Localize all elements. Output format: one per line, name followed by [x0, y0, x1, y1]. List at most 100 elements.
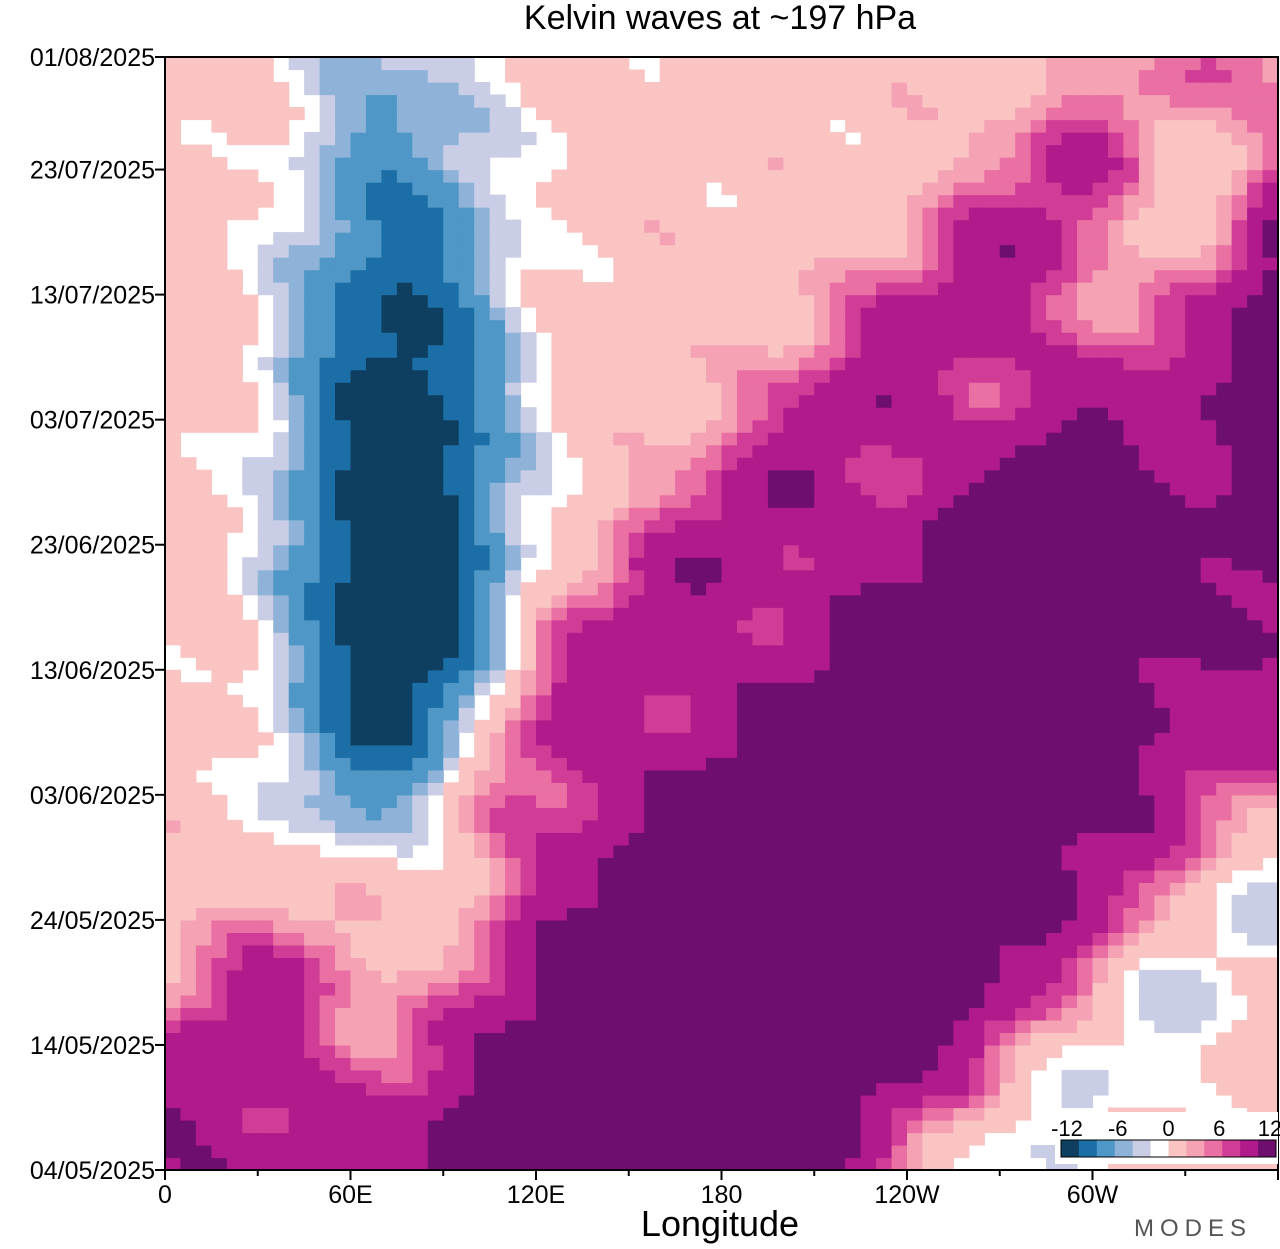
field-cell — [829, 457, 846, 471]
field-cell — [845, 394, 862, 408]
field-cell — [242, 1019, 259, 1034]
field-cell — [427, 407, 444, 421]
field-cell — [381, 294, 398, 308]
field-cell — [1138, 807, 1155, 821]
field-cell — [489, 432, 506, 446]
field-cell — [984, 457, 1001, 471]
field-cell — [520, 1107, 537, 1121]
field-cell — [566, 807, 583, 821]
field-cell — [1154, 732, 1171, 746]
field-cell — [1262, 794, 1278, 808]
field-cell — [427, 882, 444, 896]
field-cell — [659, 582, 676, 596]
field-cell — [984, 669, 1001, 683]
field-cell — [907, 857, 924, 871]
field-cell — [536, 644, 553, 658]
field-cell — [489, 1032, 506, 1046]
field-cell — [613, 494, 630, 508]
field-cell — [1077, 532, 1094, 546]
field-cell — [273, 807, 290, 821]
field-cell — [489, 444, 506, 458]
field-cell — [474, 444, 491, 458]
field-cell — [396, 519, 413, 533]
field-cell — [907, 282, 924, 296]
field-cell — [180, 807, 197, 821]
field-cell — [628, 257, 645, 271]
field-cell — [783, 494, 800, 508]
field-cell — [165, 257, 182, 271]
field-cell — [288, 1132, 305, 1146]
field-cell — [798, 994, 815, 1009]
field-cell — [520, 694, 537, 708]
field-cell — [1185, 519, 1202, 533]
field-cell — [1061, 1019, 1078, 1034]
field-cell — [242, 732, 259, 746]
field-cell — [350, 882, 367, 896]
field-cell — [907, 632, 924, 646]
field-cell — [412, 519, 429, 533]
field-cell — [597, 919, 614, 933]
field-cell — [489, 632, 506, 646]
field-cell — [1123, 494, 1140, 508]
field-cell — [350, 257, 367, 271]
field-cell — [365, 394, 383, 408]
field-cell — [180, 907, 197, 921]
field-cell — [335, 1032, 352, 1046]
field-cell — [180, 969, 197, 984]
field-cell — [412, 744, 429, 758]
field-cell — [659, 357, 676, 371]
field-cell — [968, 482, 985, 496]
field-cell — [180, 494, 197, 508]
field-cell — [767, 882, 784, 896]
field-cell — [1030, 469, 1047, 483]
field-cell — [273, 632, 290, 646]
field-cell — [304, 669, 321, 683]
field-cell — [1138, 794, 1155, 808]
field-cell — [335, 994, 352, 1009]
field-cell — [597, 669, 614, 683]
field-cell — [922, 869, 939, 883]
field-cell — [1077, 519, 1094, 533]
field-cell — [659, 1144, 676, 1159]
field-cell — [860, 494, 877, 508]
field-cell — [165, 957, 182, 971]
field-cell — [706, 807, 723, 821]
field-cell — [443, 1007, 460, 1021]
field-cell — [675, 244, 692, 258]
field-cell — [242, 632, 259, 646]
field-cell — [628, 394, 645, 408]
field-cell — [876, 807, 893, 821]
field-cell — [381, 682, 398, 696]
field-cell — [1046, 619, 1063, 633]
field-cell — [721, 1094, 738, 1109]
field-cell — [566, 682, 583, 696]
field-cell — [195, 257, 212, 271]
field-cell — [1154, 407, 1171, 421]
field-cell — [891, 382, 908, 396]
field-cell — [860, 707, 877, 721]
field-cell — [180, 944, 197, 959]
field-cell — [180, 1069, 197, 1084]
field-cell — [675, 294, 692, 308]
field-cell — [876, 819, 893, 833]
field-cell — [984, 1094, 1001, 1109]
field-cell — [1185, 332, 1202, 346]
field-cell — [520, 632, 537, 646]
field-cell — [195, 469, 212, 483]
field-cell — [767, 294, 784, 308]
field-cell — [288, 1094, 305, 1109]
field-cell — [427, 307, 444, 321]
field-cell — [690, 1094, 707, 1109]
field-cell — [319, 357, 336, 371]
field-cell — [1231, 694, 1248, 708]
field-cell — [659, 332, 676, 346]
field-cell — [1231, 619, 1248, 633]
field-cell — [721, 907, 738, 921]
field-cell — [1247, 732, 1264, 746]
field-cell — [783, 1157, 800, 1170]
field-cell — [520, 619, 537, 633]
field-cell — [458, 307, 475, 321]
field-cell — [1231, 357, 1248, 371]
field-cell — [968, 869, 985, 883]
field-cell — [767, 1119, 784, 1134]
